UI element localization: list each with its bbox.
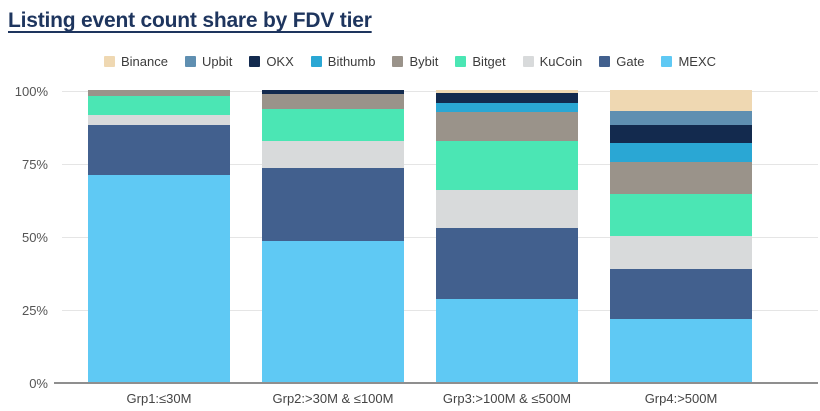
legend-item-upbit[interactable]: Upbit xyxy=(184,53,233,69)
legend-label: OKX xyxy=(266,53,294,69)
bar-grp4 xyxy=(610,90,752,384)
bar-segment-bybit-grp4[interactable] xyxy=(610,162,752,195)
chart-legend: Binance Upbit OKX Bithumb Bybit Bitget KuCoin G… xyxy=(0,53,820,69)
x-axis-labels: Grp1:≤30M Grp2:>30M & ≤100M Grp3:>100M & ≤… xyxy=(62,391,820,406)
legend-swatch-icon xyxy=(103,55,115,67)
bar-segment-gate-grp2[interactable] xyxy=(262,167,404,242)
x-axis-line xyxy=(54,382,818,384)
legend-item-gate[interactable]: Gate xyxy=(599,54,644,69)
legend-label: Bithumb xyxy=(327,53,376,69)
legend-item-bitget[interactable]: Bitget xyxy=(455,53,506,69)
bar-segment-bitget-grp2[interactable] xyxy=(262,109,404,142)
bar-segment-kucoin-grp2[interactable] xyxy=(262,141,404,168)
bar-segment-okx-grp4[interactable] xyxy=(610,125,752,143)
bar-segment-gate-grp4[interactable] xyxy=(610,269,752,320)
y-tick-label-75: 75% xyxy=(21,157,48,172)
legend-swatch-icon xyxy=(184,55,196,67)
plot-area xyxy=(54,90,818,384)
bar-segment-bitget-grp3[interactable] xyxy=(436,141,578,190)
legend-item-bithumb[interactable]: Bithumb xyxy=(310,53,376,69)
bar-segment-gate-grp1[interactable] xyxy=(88,125,230,176)
bar-segment-bithumb-grp3[interactable] xyxy=(436,103,578,113)
bar-segment-binance-grp3[interactable] xyxy=(436,90,578,93)
x-label-grp3: Grp3:>100M & ≤500M xyxy=(442,391,572,406)
legend-label: Bitget xyxy=(472,53,506,69)
bar-segment-bitget-grp4[interactable] xyxy=(610,194,752,236)
bar-grp3 xyxy=(436,90,578,384)
legend-label: Upbit xyxy=(201,53,233,69)
legend-swatch-icon xyxy=(522,55,534,67)
bar-segment-gate-grp3[interactable] xyxy=(436,228,578,299)
x-label-grp1: Grp1:≤30M xyxy=(126,391,192,406)
bar-segment-kucoin-grp1[interactable] xyxy=(88,115,230,126)
legend-label: Gate xyxy=(616,53,645,69)
x-label-grp4: Grp4:>500M xyxy=(644,391,718,406)
y-tick-label-50: 50% xyxy=(21,230,48,245)
bar-grp2 xyxy=(262,90,404,384)
bar-segment-kucoin-grp3[interactable] xyxy=(436,189,578,229)
bar-segment-bitget-grp1[interactable] xyxy=(88,95,230,116)
legend-swatch-icon xyxy=(392,55,404,67)
bar-segment-bithumb-grp4[interactable] xyxy=(610,142,752,163)
x-label-grp2: Grp2:>30M & ≤100M xyxy=(272,391,394,406)
y-tick-label-100: 100% xyxy=(14,84,48,99)
legend-swatch-icon xyxy=(249,55,261,67)
legend-swatch-icon xyxy=(455,55,467,67)
bar-segment-kucoin-grp4[interactable] xyxy=(610,235,752,270)
bar-grp1 xyxy=(88,90,230,384)
legend-label: MEXC xyxy=(678,53,717,69)
legend-item-mexc[interactable]: MEXC xyxy=(661,54,716,69)
legend-label: Bybit xyxy=(409,53,439,69)
y-tick-label-25: 25% xyxy=(21,303,48,318)
chart-title: Listing event count share by FDV tier xyxy=(8,9,372,32)
bar-segment-mexc-grp2[interactable] xyxy=(262,241,404,384)
bar-segment-bybit-grp1[interactable] xyxy=(88,90,230,96)
chart-area: 100% 75% 50% 25% 0% xyxy=(0,84,820,391)
y-axis: 100% 75% 50% 25% 0% xyxy=(0,84,54,391)
y-tick-label-0: 0% xyxy=(29,376,48,391)
bar-segment-mexc-grp4[interactable] xyxy=(610,319,752,384)
legend-swatch-icon xyxy=(661,55,673,67)
bars-container xyxy=(62,90,818,384)
legend-item-binance[interactable]: Binance xyxy=(103,53,168,69)
bar-segment-mexc-grp1[interactable] xyxy=(88,175,230,384)
bar-segment-mexc-grp3[interactable] xyxy=(436,298,578,384)
legend-item-okx[interactable]: OKX xyxy=(249,53,294,69)
legend-swatch-icon xyxy=(310,55,322,67)
bar-segment-binance-grp4[interactable] xyxy=(610,90,752,111)
bar-segment-upbit-grp4[interactable] xyxy=(610,110,752,126)
bar-segment-okx-grp2[interactable] xyxy=(262,90,404,95)
bar-segment-bybit-grp2[interactable] xyxy=(262,94,404,110)
legend-swatch-icon xyxy=(599,55,611,67)
legend-label: KuCoin xyxy=(539,53,583,69)
bar-segment-bybit-grp3[interactable] xyxy=(436,112,578,142)
legend-item-bybit[interactable]: Bybit xyxy=(392,54,438,69)
bar-segment-okx-grp3[interactable] xyxy=(436,93,578,104)
legend-item-kucoin[interactable]: KuCoin xyxy=(522,53,583,69)
legend-label: Binance xyxy=(120,53,168,69)
